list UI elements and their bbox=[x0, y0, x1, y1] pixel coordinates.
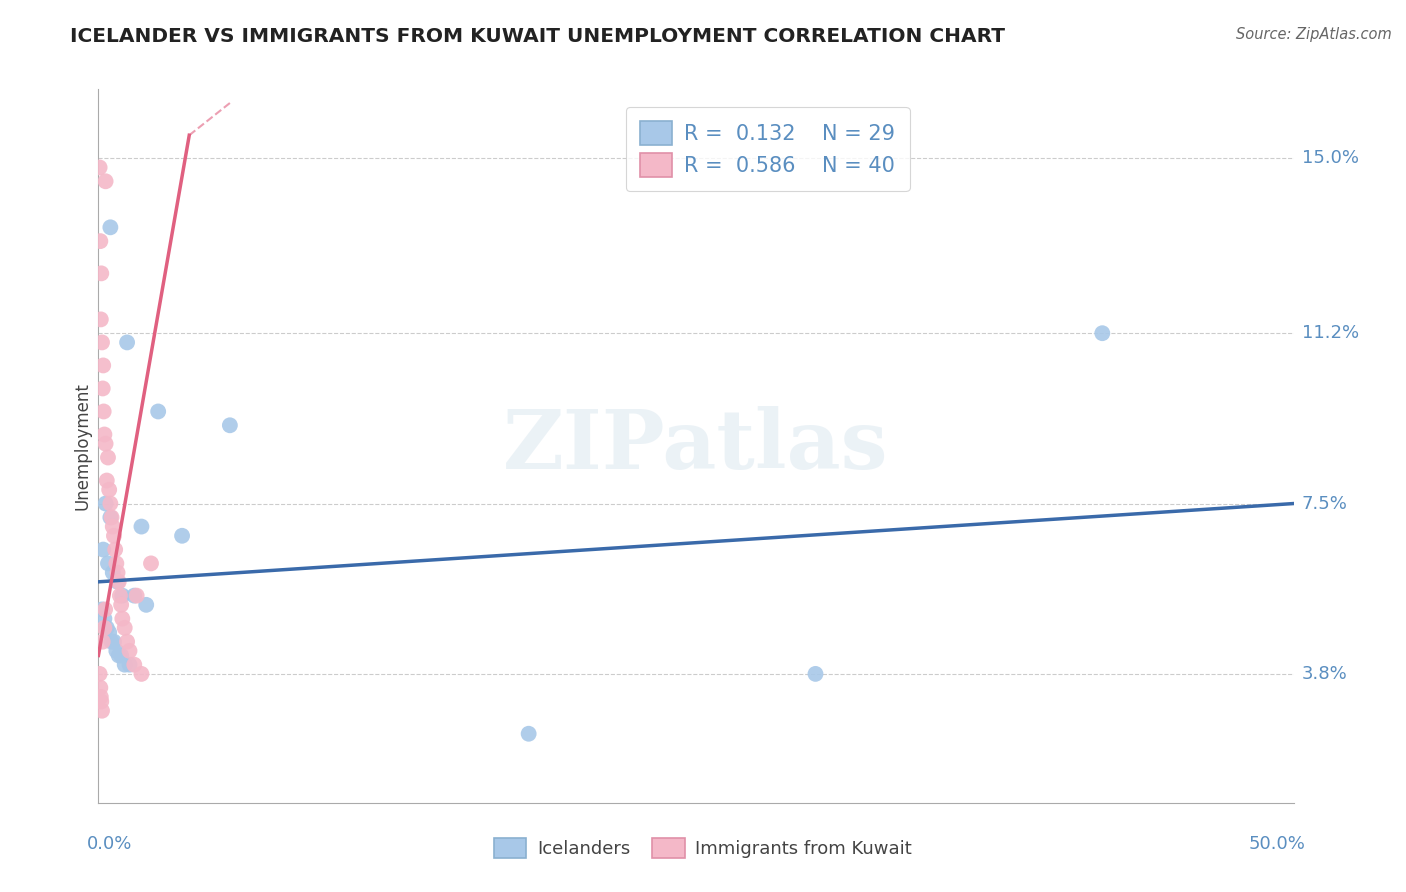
Point bbox=[114, 657, 136, 672]
Point bbox=[105, 557, 128, 571]
Point bbox=[517, 727, 540, 741]
Text: ZIPatlas: ZIPatlas bbox=[503, 406, 889, 486]
Point bbox=[96, 474, 118, 488]
Point bbox=[103, 529, 125, 543]
Point bbox=[93, 427, 115, 442]
Point bbox=[804, 666, 827, 681]
Point bbox=[118, 657, 141, 672]
Point bbox=[103, 634, 125, 648]
Point bbox=[139, 557, 162, 571]
Point bbox=[107, 566, 129, 580]
Point bbox=[101, 566, 124, 580]
Point bbox=[89, 234, 111, 248]
Point bbox=[108, 589, 131, 603]
Point bbox=[172, 529, 194, 543]
Text: 0.0%: 0.0% bbox=[87, 835, 132, 853]
Point bbox=[124, 589, 146, 603]
Point bbox=[91, 359, 114, 373]
Point bbox=[93, 621, 115, 635]
Point bbox=[105, 644, 128, 658]
Point bbox=[91, 704, 114, 718]
Point bbox=[90, 690, 112, 704]
Point bbox=[104, 542, 127, 557]
Point bbox=[114, 621, 136, 635]
Point bbox=[93, 612, 115, 626]
Point bbox=[98, 625, 121, 640]
Y-axis label: Unemployment: Unemployment bbox=[73, 382, 91, 510]
Point bbox=[94, 497, 117, 511]
Point bbox=[110, 648, 132, 663]
Point bbox=[100, 510, 122, 524]
Point bbox=[91, 634, 114, 648]
Point bbox=[131, 519, 153, 533]
Point bbox=[124, 657, 146, 672]
Point bbox=[110, 598, 132, 612]
Text: 7.5%: 7.5% bbox=[1302, 494, 1348, 513]
Point bbox=[97, 450, 120, 465]
Text: 11.2%: 11.2% bbox=[1302, 324, 1360, 343]
Text: 50.0%: 50.0% bbox=[1249, 835, 1306, 853]
Point bbox=[97, 557, 120, 571]
Point bbox=[91, 602, 114, 616]
Point bbox=[101, 519, 124, 533]
Point bbox=[219, 418, 242, 433]
Point bbox=[98, 510, 122, 524]
Point bbox=[98, 220, 122, 235]
Point bbox=[148, 404, 170, 418]
Point bbox=[107, 574, 129, 589]
Point bbox=[89, 681, 111, 695]
Point bbox=[90, 312, 112, 326]
Point bbox=[107, 574, 129, 589]
Point bbox=[125, 589, 148, 603]
Point bbox=[107, 648, 129, 663]
Text: ICELANDER VS IMMIGRANTS FROM KUWAIT UNEMPLOYMENT CORRELATION CHART: ICELANDER VS IMMIGRANTS FROM KUWAIT UNEM… bbox=[70, 27, 1005, 45]
Point bbox=[111, 612, 134, 626]
Point bbox=[131, 666, 153, 681]
Legend: Icelanders, Immigrants from Kuwait: Icelanders, Immigrants from Kuwait bbox=[486, 830, 920, 865]
Point bbox=[100, 634, 122, 648]
Point bbox=[96, 621, 118, 635]
Legend: R =  0.132    N = 29, R =  0.586    N = 40: R = 0.132 N = 29, R = 0.586 N = 40 bbox=[626, 107, 910, 192]
Point bbox=[91, 335, 114, 350]
Point bbox=[111, 589, 134, 603]
Text: 3.8%: 3.8% bbox=[1302, 665, 1347, 683]
Point bbox=[91, 542, 114, 557]
Point bbox=[91, 381, 114, 395]
Point bbox=[93, 404, 115, 418]
Point bbox=[89, 666, 111, 681]
Point bbox=[115, 335, 138, 350]
Text: Source: ZipAtlas.com: Source: ZipAtlas.com bbox=[1236, 27, 1392, 42]
Point bbox=[115, 634, 138, 648]
Point bbox=[89, 161, 111, 175]
Point bbox=[98, 483, 121, 497]
Text: 15.0%: 15.0% bbox=[1302, 149, 1358, 168]
Point bbox=[90, 266, 112, 280]
Point bbox=[94, 436, 117, 450]
Point bbox=[135, 598, 157, 612]
Point bbox=[94, 174, 117, 188]
Point bbox=[94, 602, 117, 616]
Point bbox=[1091, 326, 1114, 341]
Point bbox=[98, 497, 122, 511]
Point bbox=[90, 694, 112, 708]
Point bbox=[118, 644, 141, 658]
